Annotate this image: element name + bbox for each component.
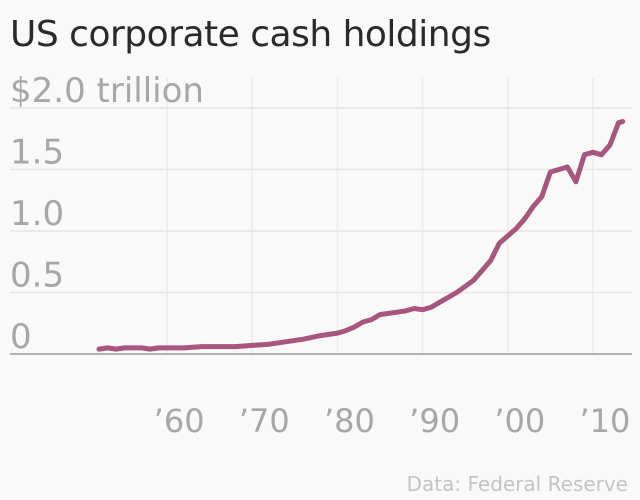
x-tick-label: ’60 — [154, 402, 205, 440]
y-tick-label: 0.5 — [10, 256, 64, 296]
y-tick-label: $2.0 trillion — [10, 71, 204, 111]
x-tick-label: ’10 — [579, 402, 630, 440]
y-tick-label: 1.0 — [10, 194, 64, 234]
source-note: Data: Federal Reserve — [406, 472, 628, 496]
series-line — [96, 119, 626, 352]
x-tick-label: ’90 — [409, 402, 460, 440]
y-tick-label: 1.5 — [10, 133, 64, 173]
x-tick-label: ’00 — [494, 402, 545, 440]
chart-title: US corporate cash holdings — [10, 14, 491, 55]
y-tick-label: 0 — [10, 317, 32, 357]
x-tick-label: ’80 — [324, 402, 375, 440]
x-tick-label: ’70 — [239, 402, 290, 440]
